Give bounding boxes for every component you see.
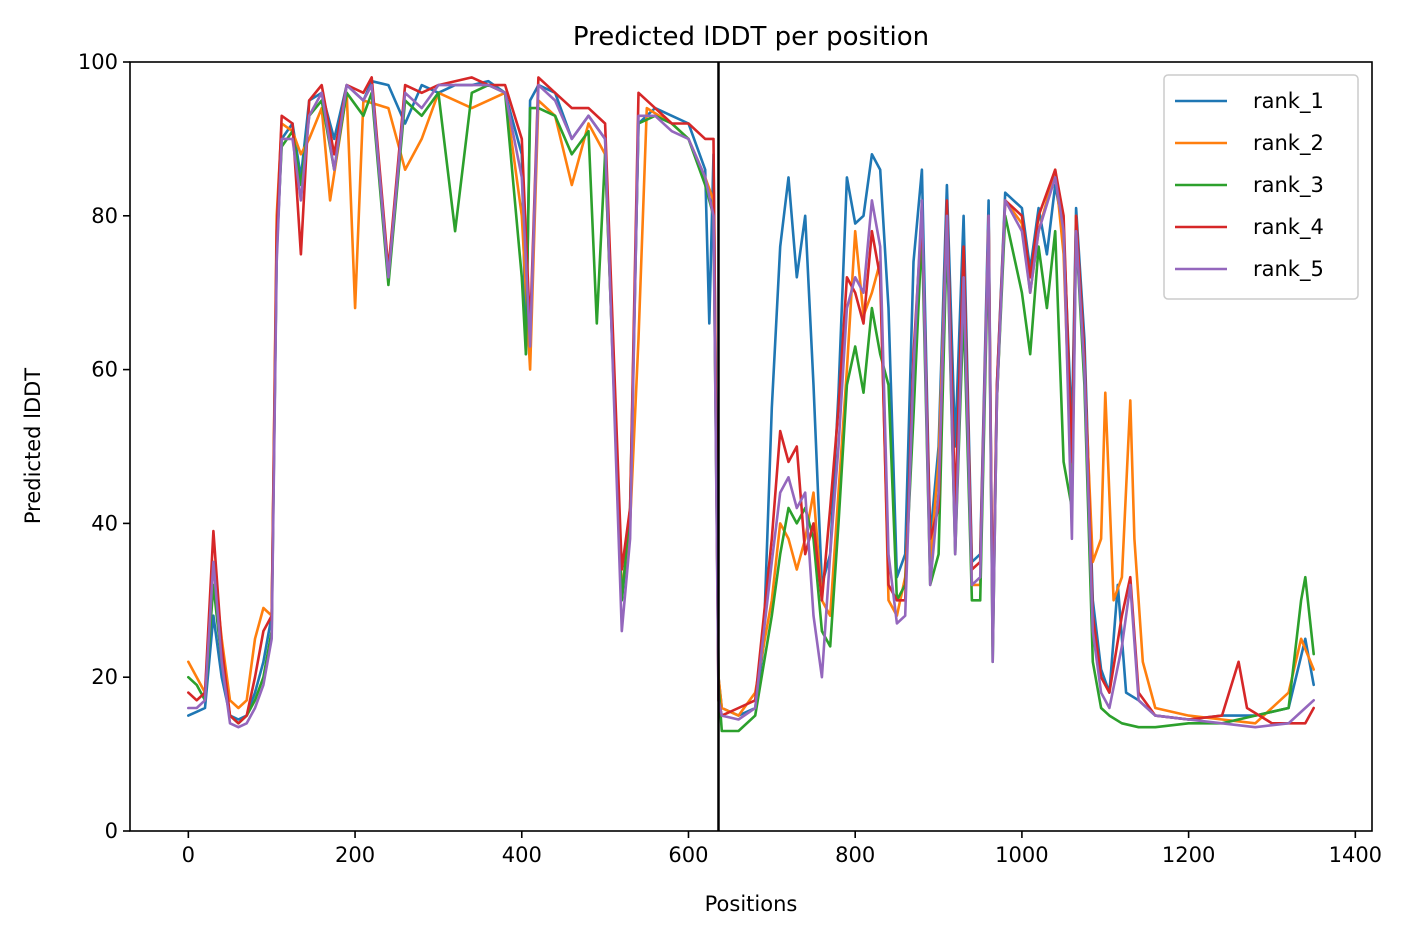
plot-area [129,61,1373,832]
x-tick-label: 1000 [995,843,1048,867]
legend-label-rank_5: rank_5 [1253,257,1324,282]
legend: rank_1 rank_2 rank_3 rank_4 rank_5 [1163,74,1359,300]
legend-box [1163,74,1359,300]
x-tick-label: 400 [502,843,542,867]
y-tick-label: 40 [91,511,118,535]
chart-title: Predicted lDDT per position [573,22,929,52]
legend-label-rank_4: rank_4 [1253,215,1324,240]
y-tick-label: 0 [105,819,118,843]
y-axis: 0 20 40 60 80 100 [78,50,130,843]
x-tick-label: 200 [335,843,375,867]
y-tick-label: 20 [91,665,118,689]
x-tick-label: 0 [182,843,195,867]
x-tick-label: 1400 [1329,843,1382,867]
x-tick-label: 800 [835,843,875,867]
legend-label-rank_1: rank_1 [1253,89,1324,114]
x-tick-label: 600 [668,843,708,867]
y-tick-label: 80 [91,204,118,228]
y-tick-label: 100 [78,50,118,74]
x-axis: 0 200 400 600 800 1000 1200 1400 [182,831,1382,867]
series-line-rank_5 [187,83,1315,729]
x-tick-label: 1200 [1162,843,1215,867]
y-tick-label: 60 [91,358,118,382]
axes-frame [129,61,1373,832]
legend-label-rank_3: rank_3 [1253,173,1324,198]
y-axis-label: Predicted lDDT [21,368,45,524]
legend-label-rank_2: rank_2 [1253,131,1324,156]
series-layer [187,76,1315,733]
x-axis-label: Positions [705,892,798,916]
